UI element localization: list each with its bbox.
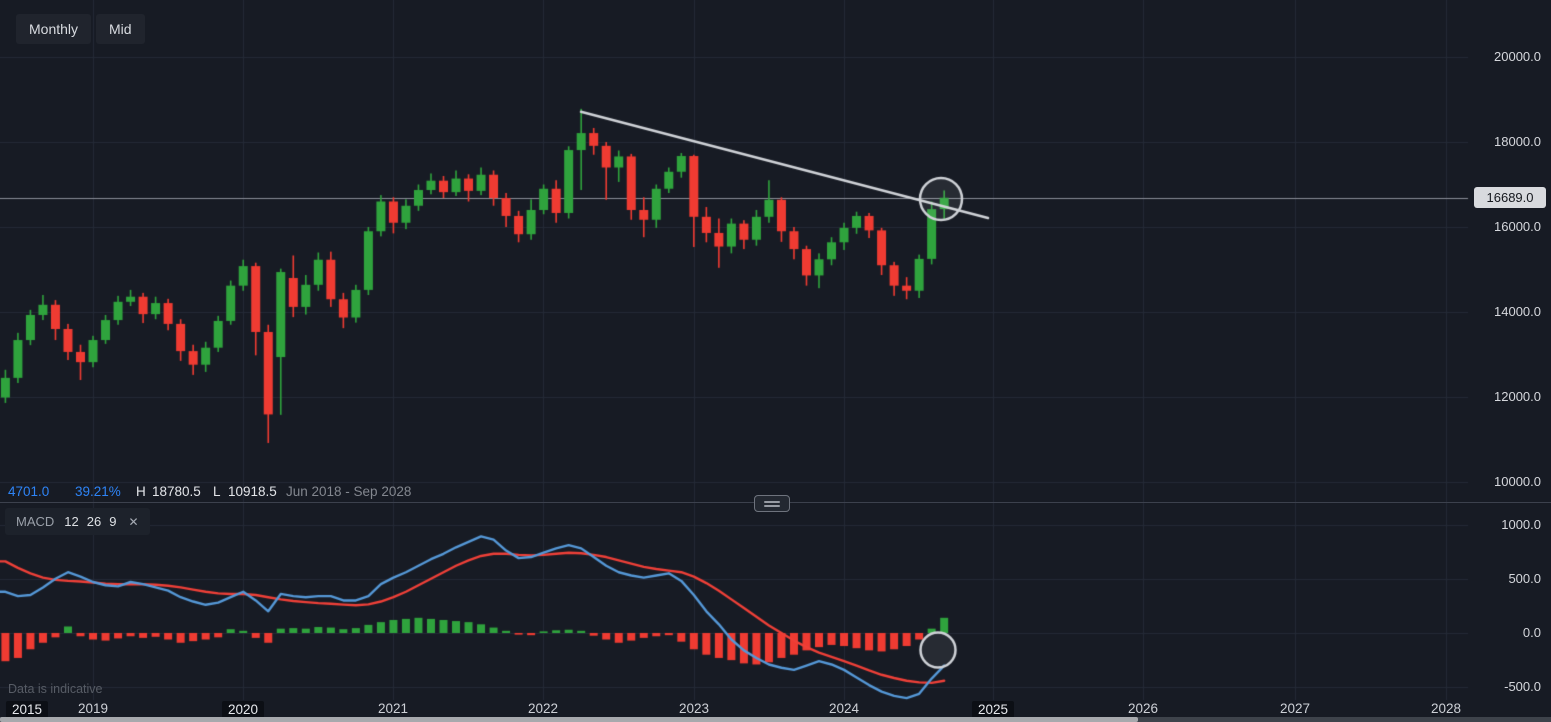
year-label-2021: 2021 [377,701,409,716]
visible-date-range: Jun 2018 - Sep 2028 [286,484,412,499]
price-tick-label: 20000.0 [1494,49,1541,64]
high-value: 18780.5 [152,484,201,499]
price-type-label: Mid [109,21,132,37]
year-label-2023: 2023 [678,701,710,716]
current-price-badge: 16689.0 [1474,187,1546,209]
year-label-2019: 2019 [77,701,109,716]
macd-tick-label: 500.0 [1508,570,1541,586]
year-label-2020: 2020 [221,701,265,718]
price-type-button[interactable]: Mid [96,14,145,44]
current-price-label: 16689.0 [1486,190,1534,206]
macd-legend[interactable]: MACD 12 26 9 ✕ [5,508,150,535]
year-label-2028: 2028 [1430,701,1462,716]
macd-name: MACD [16,514,55,529]
year-label-2026: 2026 [1127,701,1159,716]
high-label: H [136,484,146,499]
year-label-2027: 2027 [1279,701,1311,716]
timeframe-button[interactable]: Monthly [16,14,92,44]
macd-close-icon[interactable]: ✕ [128,514,139,529]
change-percent: 39.21% [75,484,121,499]
macd-tick-label: 1000.0 [1501,516,1541,532]
macd-param-slow: 26 [86,514,102,529]
price-tick-label: 10000.0 [1494,474,1541,489]
change-value: 4701.0 [8,484,50,499]
timeframe-label: Monthly [29,21,79,37]
price-tick-label: 14000.0 [1494,304,1541,319]
year-label-2024: 2024 [828,701,860,716]
data-indicative-note: Data is indicative [8,682,103,696]
horizontal-scrollbar-track[interactable] [0,717,1551,722]
year-label-2025: 2025 [971,701,1015,718]
macd-tick-label: 0.0 [1522,625,1541,640]
price-tick-label: 16000.0 [1494,219,1541,234]
price-tick-label: 18000.0 [1494,134,1541,149]
macd-param-signal: 9 [109,514,117,529]
year-label-2015: 2015 [5,701,49,718]
horizontal-scrollbar-thumb[interactable] [0,717,1138,722]
macd-tick-label: -500.0 [1504,679,1541,695]
macd-param-fast: 12 [64,514,79,529]
low-value: 10918.5 [228,484,277,499]
pane-resize-handle[interactable] [754,495,790,512]
year-label-2022: 2022 [527,701,559,716]
price-tick-label: 12000.0 [1494,389,1541,404]
low-label: L [213,484,221,499]
